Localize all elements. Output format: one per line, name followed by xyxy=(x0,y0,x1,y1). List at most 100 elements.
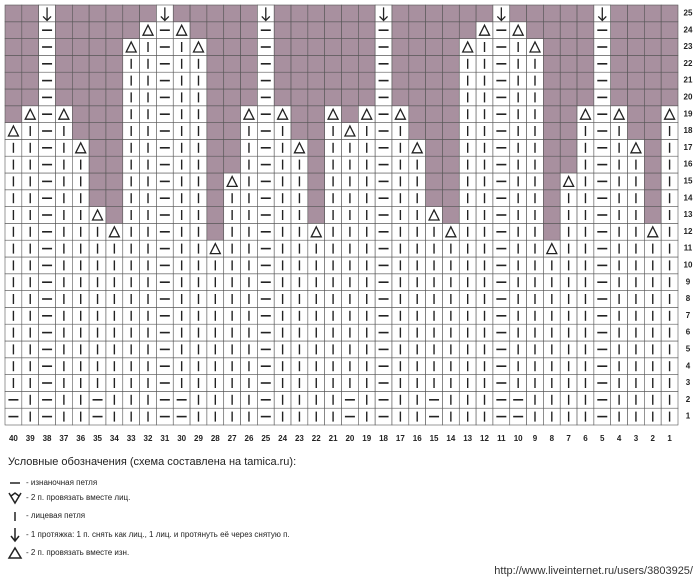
cell xyxy=(172,4,191,23)
cell xyxy=(206,189,225,207)
cell xyxy=(576,21,595,39)
cell xyxy=(223,88,241,107)
cell xyxy=(442,172,460,191)
cell xyxy=(442,4,460,23)
p2tog-symbol xyxy=(663,107,676,120)
cell xyxy=(341,88,359,107)
p2tog-symbol xyxy=(91,208,104,221)
cell xyxy=(425,88,443,107)
row-number: 25 xyxy=(684,9,693,18)
column-number: 3 xyxy=(634,434,639,443)
cell xyxy=(408,71,426,90)
cell xyxy=(223,55,241,73)
cell xyxy=(307,105,325,123)
cell xyxy=(442,88,460,107)
p2tog-symbol xyxy=(478,23,491,36)
p2tog-symbol xyxy=(141,23,155,36)
cell xyxy=(391,4,410,23)
cell xyxy=(559,105,578,123)
cell xyxy=(425,122,443,140)
column-number: 33 xyxy=(127,434,136,443)
cell xyxy=(273,71,292,90)
cell xyxy=(21,21,39,39)
cell xyxy=(55,88,73,107)
p2tog-symbol xyxy=(74,141,87,154)
column-number: 13 xyxy=(463,434,472,443)
cell xyxy=(290,71,309,90)
cell xyxy=(425,71,443,90)
cell xyxy=(105,105,124,123)
row-number: 15 xyxy=(684,177,693,186)
cell xyxy=(105,4,124,23)
cell xyxy=(341,38,359,56)
cell xyxy=(88,88,107,107)
column-number: 29 xyxy=(194,434,203,443)
cell xyxy=(189,4,208,23)
cell xyxy=(543,206,561,224)
row-number: 19 xyxy=(684,109,693,118)
cell xyxy=(206,155,225,174)
cell xyxy=(307,88,325,107)
arrow-symbol xyxy=(160,7,170,22)
row-number: 11 xyxy=(684,244,693,253)
cell xyxy=(206,4,225,23)
cell xyxy=(307,38,325,56)
column-number: 17 xyxy=(396,434,405,443)
arrow-symbol xyxy=(496,7,506,22)
row-number: 5 xyxy=(686,345,691,354)
column-number: 4 xyxy=(617,434,622,443)
p2tog-symbol xyxy=(125,40,138,53)
cell xyxy=(559,21,578,39)
cell xyxy=(610,4,628,23)
cell xyxy=(442,122,460,140)
cell xyxy=(307,122,325,140)
legend-item: - 1 протяжка: 1 п. снять как лиц., 1 лиц… xyxy=(26,530,290,539)
cell xyxy=(425,21,443,39)
row-number: 7 xyxy=(686,311,691,320)
row-number: 18 xyxy=(684,126,693,135)
p2tog-symbol xyxy=(310,225,323,238)
cell xyxy=(341,4,359,23)
row-number: 12 xyxy=(684,227,693,236)
column-number: 16 xyxy=(413,434,422,443)
p2tog-symbol xyxy=(242,107,256,120)
cell xyxy=(273,21,292,39)
cell xyxy=(576,71,595,90)
cell xyxy=(4,4,23,23)
cell xyxy=(341,21,359,39)
cell xyxy=(660,88,679,107)
p2tog-symbol xyxy=(562,174,575,188)
cell xyxy=(290,38,309,56)
cell xyxy=(21,55,39,73)
cell xyxy=(21,71,39,90)
p2tog-symbol xyxy=(461,40,474,53)
cell xyxy=(391,55,410,73)
p2tog-symbol xyxy=(613,107,626,120)
cell xyxy=(55,71,73,90)
cell xyxy=(644,155,662,174)
cell xyxy=(72,88,90,107)
arrow-symbol xyxy=(42,7,52,22)
cell xyxy=(610,21,628,39)
cell xyxy=(425,55,443,73)
cell xyxy=(559,71,578,90)
cell xyxy=(543,139,561,157)
cell xyxy=(105,139,124,157)
cell xyxy=(105,122,124,140)
p2tog-symbol xyxy=(276,107,289,120)
row-number: 2 xyxy=(686,395,691,404)
cell xyxy=(72,55,90,73)
cell xyxy=(88,155,107,174)
cell xyxy=(206,139,225,157)
cell xyxy=(307,172,325,191)
cell xyxy=(559,55,578,73)
row-number: 4 xyxy=(686,361,691,370)
row-number: 20 xyxy=(684,93,693,102)
cell xyxy=(72,38,90,56)
cell xyxy=(509,4,527,23)
cell xyxy=(324,71,342,90)
column-number: 8 xyxy=(550,434,555,443)
cell xyxy=(307,189,325,207)
cell xyxy=(88,122,107,140)
p2tog-symbol xyxy=(444,225,457,238)
